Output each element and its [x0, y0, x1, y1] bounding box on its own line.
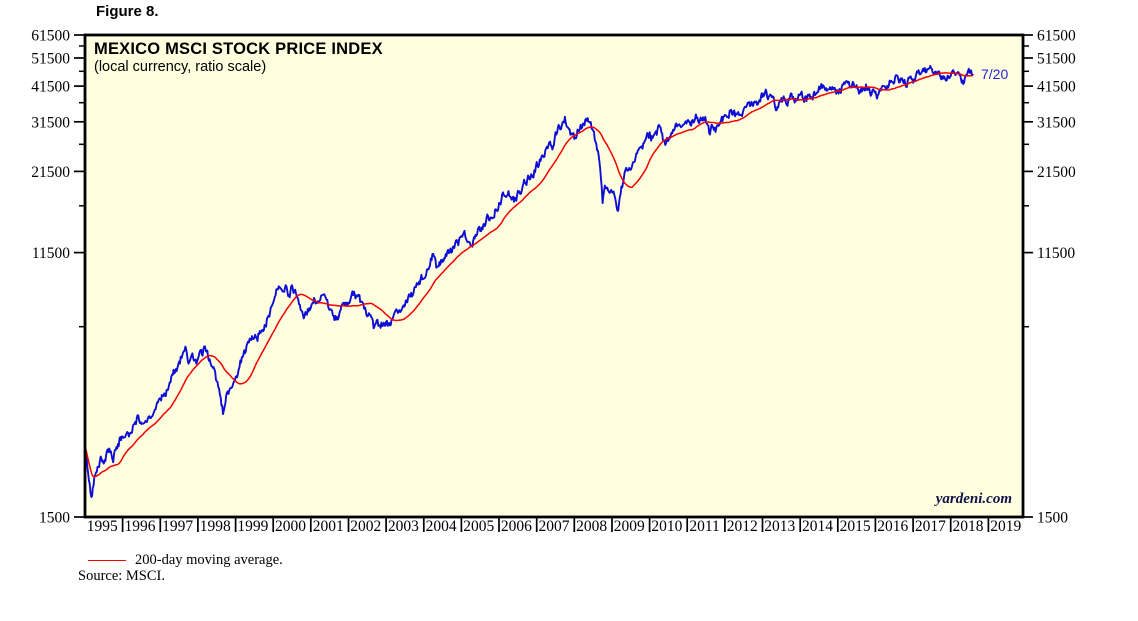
source-note: Source: MSCI.: [78, 568, 165, 584]
x-axis-year-label: 2006: [501, 518, 532, 535]
y-axis-label-left: 21500: [31, 164, 70, 181]
figure-label: Figure 8.: [96, 3, 159, 20]
x-axis-year-label: 2013: [764, 518, 795, 535]
x-axis-year-label: 2007: [539, 518, 570, 535]
chart-title: MEXICO MSCI STOCK PRICE INDEX: [94, 40, 383, 58]
x-axis-year-label: 1996: [125, 518, 156, 535]
x-axis-year-label: 2016: [877, 518, 908, 535]
y-axis-label-right: 51500: [1037, 51, 1076, 68]
x-axis-year-label: 2004: [426, 518, 457, 535]
x-axis-year-label: 2011: [689, 518, 719, 535]
y-axis-label-left: 11500: [32, 245, 70, 262]
legend-label: 200-day moving average.: [135, 552, 283, 568]
x-axis-year-label: 2001: [313, 518, 344, 535]
y-axis-label-left: 1500: [39, 510, 70, 527]
y-axis-label-left: 31500: [31, 114, 70, 131]
y-axis-label-right: 41500: [1037, 79, 1076, 96]
x-axis-year-label: 1999: [237, 518, 268, 535]
y-axis-label-right: 61500: [1037, 28, 1076, 45]
y-axis-label-right: 11500: [1037, 245, 1075, 262]
x-axis-year-label: 2015: [840, 518, 871, 535]
legend-row: 200-day moving average.: [88, 552, 283, 569]
x-axis-year-label: 2014: [802, 518, 833, 535]
x-axis-year-label: 2019: [990, 518, 1021, 535]
chart-subtitle: (local currency, ratio scale): [94, 59, 267, 75]
y-axis-label-right: 31500: [1037, 114, 1076, 131]
y-axis-label-left: 41500: [31, 79, 70, 96]
x-axis-year-label: 2008: [576, 518, 607, 535]
price-line: [85, 64, 974, 498]
y-axis-label-right: 21500: [1037, 164, 1076, 181]
x-axis-year-label: 2000: [275, 518, 306, 535]
x-axis-year-label: 1995: [87, 518, 118, 535]
moving-average-line-sample: [88, 560, 126, 561]
y-axis-label-left: 61500: [31, 28, 70, 45]
x-axis-year-label: 2017: [915, 518, 946, 535]
x-axis-year-label: 1998: [200, 518, 231, 535]
watermark-yardeni: yardeni.com: [935, 491, 1012, 507]
x-axis-year-label: 2012: [727, 518, 758, 535]
x-axis-year-label: 2002: [350, 518, 381, 535]
x-axis-year-label: 2003: [388, 518, 419, 535]
plot-area: [85, 35, 1023, 517]
x-axis-year-label: 2009: [614, 518, 645, 535]
x-axis-year-label: 1997: [162, 518, 193, 535]
x-axis-year-label: 2010: [651, 518, 682, 535]
moving-average-line: [85, 72, 973, 478]
y-axis-label-left: 51500: [31, 51, 70, 68]
x-axis-year-label: 2018: [953, 518, 984, 535]
x-axis-year-label: 2005: [463, 518, 494, 535]
plot-border: [83, 33, 1025, 519]
y-axis-label-right: 1500: [1037, 510, 1068, 527]
latest-date-annotation: 7/20: [981, 66, 1009, 82]
